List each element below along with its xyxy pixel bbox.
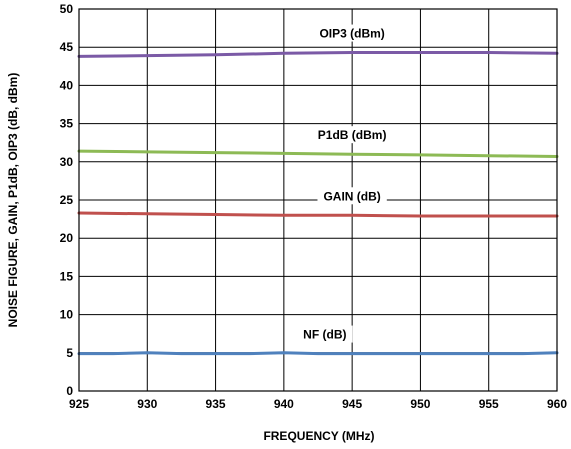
- y-tick-label: 15: [60, 269, 74, 283]
- series-line-3: [77, 351, 559, 356]
- y-tick-label: 50: [60, 2, 74, 16]
- x-tick-labels: 925 930 935 940 945 950 955 960: [69, 397, 567, 411]
- y-tick-label: 5: [66, 346, 73, 360]
- series-label-background: [311, 126, 393, 144]
- series-line-0: [77, 51, 559, 58]
- x-tick-label: 925: [69, 397, 89, 411]
- y-tick-label: 30: [60, 155, 74, 169]
- x-tick-label: 960: [547, 397, 567, 411]
- series-line-1: [77, 149, 559, 158]
- series-label-background: [313, 24, 391, 42]
- x-tick-label: 955: [479, 397, 499, 411]
- y-tick-label: 10: [60, 308, 74, 322]
- plot-frame: [78, 8, 558, 392]
- series-label-3: NF (dB): [303, 328, 346, 342]
- x-tick-label: 940: [274, 397, 294, 411]
- series-label-background: [297, 325, 353, 343]
- series-label-2: GAIN (dB): [323, 189, 380, 203]
- series-label-0: OIP3 (dBm): [319, 27, 384, 41]
- series-label-background: [317, 187, 387, 205]
- y-tick-label: 25: [60, 193, 74, 207]
- series-layer: [77, 51, 559, 356]
- series-labels: OIP3 (dBm) P1dB (dBm) GAIN (dB) NF (dB): [297, 24, 393, 343]
- y-tick-label: 0: [66, 384, 73, 398]
- x-tick-label: 950: [410, 397, 430, 411]
- y-tick-label: 45: [60, 40, 74, 54]
- y-tick-label: 20: [60, 231, 74, 245]
- series-line-2: [77, 211, 559, 218]
- series-label-1: P1dB (dBm): [318, 128, 387, 142]
- y-axis-label: NOISE FIGURE, GAIN, P1dB, OIP3 (dB, dBm): [6, 73, 20, 328]
- x-axis-label: FREQUENCY (MHz): [263, 429, 374, 443]
- x-tick-label: 945: [342, 397, 362, 411]
- y-tick-label: 35: [60, 117, 74, 131]
- y-tick-labels: 0 5 10 15 20 25 30 35 40 45 50: [60, 2, 74, 398]
- x-tick-label: 935: [206, 397, 226, 411]
- x-tick-label: 930: [137, 397, 157, 411]
- y-tick-label: 40: [60, 78, 74, 92]
